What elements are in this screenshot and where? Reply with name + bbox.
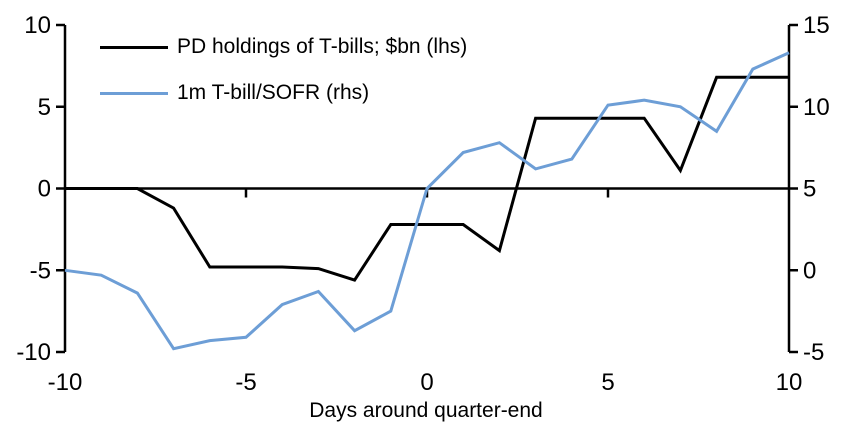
right-axis-tick-label: -5: [803, 339, 824, 366]
legend-item-pd-holdings: PD holdings of T-bills; $bn (lhs): [100, 33, 467, 61]
x-axis-title: Days around quarter-end: [309, 399, 543, 422]
x-axis-tick-label: -10: [48, 369, 83, 396]
legend-line-swatch-blue: [100, 91, 168, 95]
left-axis-tick-label: 5: [38, 94, 51, 121]
right-axis-tick-label: 5: [803, 176, 816, 203]
series-line-tbill-sofr: [64, 51, 790, 351]
left-axis-tick-label: -5: [30, 257, 51, 284]
right-axis-tick-label: 0: [803, 257, 816, 284]
x-axis-tick-label: 10: [776, 369, 803, 396]
left-axis-tick-label: -10: [16, 339, 51, 366]
right-axis-tick-label: 15: [803, 12, 830, 39]
legend-item-tbill-sofr: 1m T-bill/SOFR (rhs): [100, 79, 467, 107]
legend-label-tbill-sofr: 1m T-bill/SOFR (rhs): [177, 81, 370, 104]
left-axis-tick-label: 10: [24, 12, 51, 39]
legend: PD holdings of T-bills; $bn (lhs) 1m T-b…: [100, 33, 467, 125]
legend-label-pd-holdings: PD holdings of T-bills; $bn (lhs): [177, 35, 468, 58]
legend-line-swatch-black: [100, 45, 168, 49]
x-axis-tick-label: -5: [235, 369, 256, 396]
series-line-pd-holdings: [65, 75, 789, 282]
x-axis-tick-label: 0: [420, 369, 433, 396]
x-axis-tick-label: 5: [601, 369, 614, 396]
right-axis-tick-label: 10: [803, 94, 830, 121]
left-axis-tick-label: 0: [38, 176, 51, 203]
